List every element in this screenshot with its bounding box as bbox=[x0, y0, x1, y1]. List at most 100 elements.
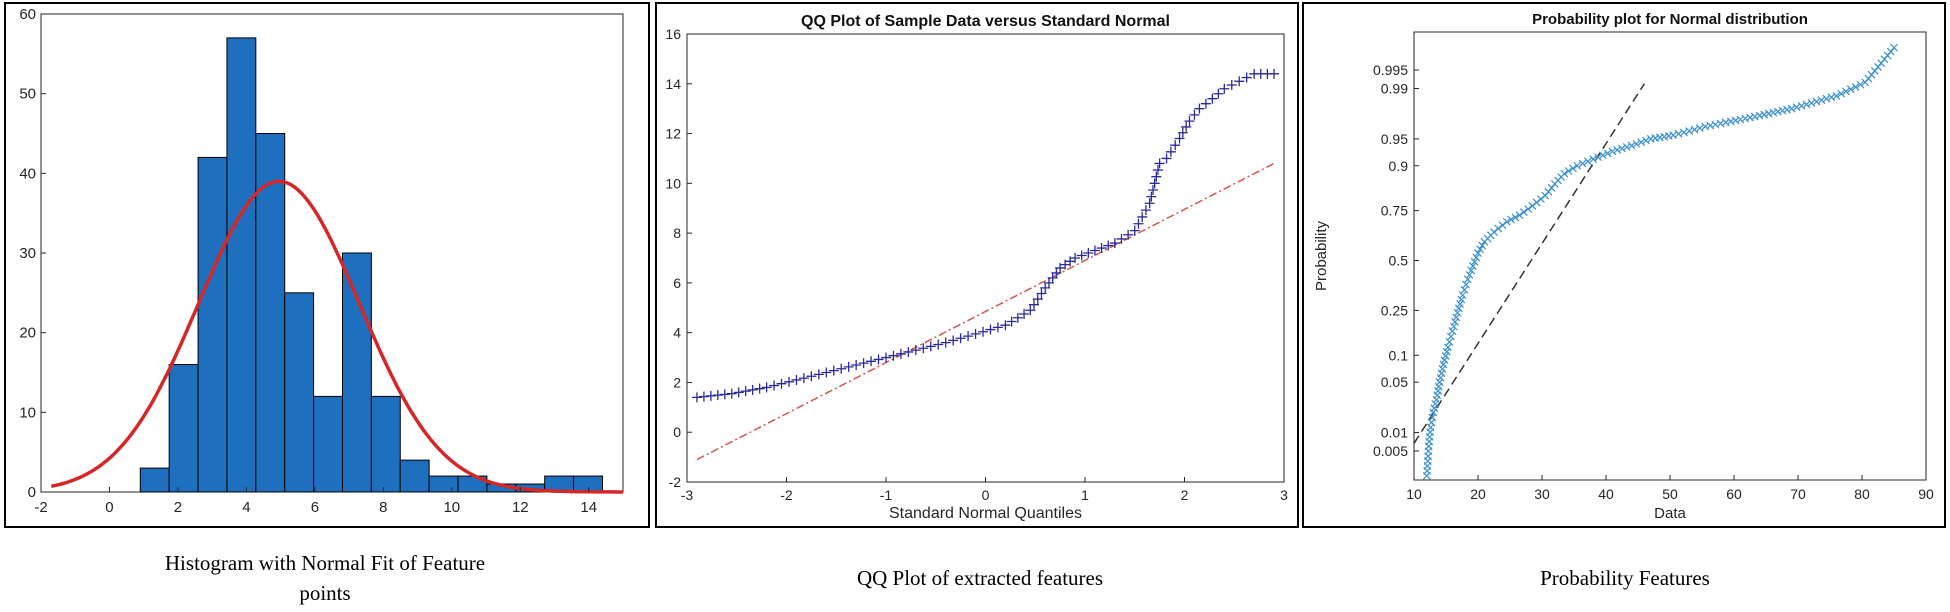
qq-point bbox=[747, 384, 758, 395]
qq-point bbox=[1165, 146, 1176, 157]
probability-point bbox=[1470, 257, 1479, 266]
qq-point bbox=[955, 333, 966, 344]
qq-plot-panel: QQ Plot of Sample Data versus Standard N… bbox=[655, 2, 1299, 528]
qq-point bbox=[798, 373, 809, 384]
x-axis-label: Data bbox=[1654, 505, 1686, 522]
qq-point bbox=[698, 391, 709, 402]
qq-point bbox=[1241, 72, 1252, 83]
histogram-bar bbox=[573, 475, 603, 493]
qq-point bbox=[1161, 153, 1172, 164]
probability-point bbox=[1637, 138, 1646, 147]
probability-point bbox=[1465, 270, 1474, 279]
probability-point bbox=[1822, 94, 1831, 103]
probability-point bbox=[1632, 139, 1641, 148]
y-tick-label: 0.25 bbox=[1381, 302, 1408, 318]
qq-point bbox=[691, 392, 702, 403]
probability-point bbox=[1519, 208, 1528, 217]
x-tick-label: 90 bbox=[1918, 486, 1934, 502]
x-tick-label: 2 bbox=[174, 499, 182, 516]
qq-point bbox=[925, 341, 936, 352]
probability-point bbox=[1564, 167, 1573, 175]
probability-point bbox=[1449, 322, 1458, 331]
qq-point bbox=[978, 326, 989, 337]
histogram-caption: Histogram with Normal Fit of Feature poi… bbox=[164, 551, 486, 605]
qq-point bbox=[813, 369, 824, 380]
qq-plot-caption: QQ Plot of extracted features bbox=[856, 566, 1104, 590]
qq-point bbox=[1116, 233, 1127, 244]
qq-point bbox=[851, 360, 862, 371]
qq-point bbox=[895, 348, 906, 359]
histogram-panel: -2 0 2 4 6 8 10 12 14 0 10 20 30 40 50 60 bbox=[4, 2, 650, 528]
y-tick-label: -2 bbox=[669, 474, 682, 490]
x-tick-label: 10 bbox=[1406, 486, 1422, 502]
qq-point bbox=[1006, 316, 1017, 327]
x-tick-label: 40 bbox=[1598, 486, 1614, 502]
qq-point bbox=[821, 367, 832, 378]
probability-point bbox=[1589, 155, 1598, 163]
qq-point bbox=[1207, 93, 1218, 104]
qq-point bbox=[776, 378, 787, 389]
probability-point bbox=[1783, 105, 1791, 114]
qq-point bbox=[705, 390, 716, 401]
x-axis-label: Standard Normal Quantiles bbox=[889, 505, 1082, 522]
y-tick-label: 50 bbox=[19, 86, 36, 103]
x-tick-label: 3 bbox=[1280, 487, 1288, 503]
probability-point bbox=[1846, 85, 1855, 94]
qq-point bbox=[726, 388, 737, 399]
probability-point bbox=[1764, 109, 1773, 118]
y-tick-label: 10 bbox=[19, 404, 36, 421]
y-tick-label: 8 bbox=[673, 225, 681, 241]
qq-point bbox=[1154, 158, 1165, 169]
x-tick-label: 8 bbox=[379, 499, 387, 516]
y-tick-label: 0.005 bbox=[1373, 443, 1408, 459]
qq-point bbox=[1144, 198, 1155, 209]
y-tick-label: 60 bbox=[19, 6, 36, 23]
y-tick-label: 14 bbox=[665, 76, 681, 92]
qq-point bbox=[1269, 68, 1280, 79]
qq-point bbox=[963, 331, 974, 342]
normal-fit-line bbox=[50, 179, 623, 494]
qq-point bbox=[1149, 178, 1160, 189]
probability-point bbox=[1463, 275, 1472, 284]
histogram-bar bbox=[197, 156, 228, 493]
reference-line bbox=[696, 162, 1275, 461]
qq-point bbox=[918, 343, 929, 354]
qq-point bbox=[843, 361, 854, 372]
x-tick-label: 20 bbox=[1470, 486, 1486, 502]
y-tick-label: 0 bbox=[28, 484, 36, 501]
probability-point bbox=[1583, 157, 1592, 166]
qq-point bbox=[1234, 76, 1245, 87]
x-tick-label: 6 bbox=[311, 499, 319, 516]
qq-point bbox=[1181, 121, 1192, 132]
probability-point bbox=[1802, 100, 1811, 109]
x-tick-label: -1 bbox=[880, 487, 893, 503]
probability-point bbox=[1453, 308, 1462, 317]
probability-point bbox=[1456, 300, 1465, 308]
x-tick-label: 60 bbox=[1726, 486, 1742, 502]
qq-point bbox=[712, 390, 723, 401]
qq-plot-chart: QQ Plot of Sample Data versus Standard N… bbox=[665, 13, 1288, 522]
probability-point bbox=[1787, 104, 1796, 113]
y-tick-label: 20 bbox=[19, 325, 36, 342]
y-tick-label: 12 bbox=[665, 126, 681, 142]
probability-point bbox=[1524, 205, 1533, 213]
qq-point bbox=[1140, 205, 1151, 216]
probability-point bbox=[1594, 153, 1602, 162]
histogram-bar bbox=[399, 459, 430, 493]
probability-point bbox=[1755, 111, 1764, 120]
probability-point bbox=[1507, 215, 1515, 224]
y-tick-label: 0.01 bbox=[1381, 425, 1408, 441]
y-tick-label: 0.5 bbox=[1389, 253, 1409, 269]
qq-point bbox=[1103, 240, 1114, 251]
histogram-bar bbox=[370, 395, 401, 493]
y-tick-label: 16 bbox=[665, 26, 681, 42]
x-tick-label: -2 bbox=[34, 499, 47, 516]
probability-caption: Probability Features bbox=[1540, 566, 1710, 590]
qq-point bbox=[1213, 88, 1224, 99]
probability-point bbox=[1856, 80, 1865, 89]
probability-point bbox=[1832, 91, 1841, 100]
histogram-bar bbox=[313, 395, 343, 493]
qq-point bbox=[1189, 109, 1200, 120]
x-tick-label: 12 bbox=[512, 499, 529, 516]
y-tick-label: 2 bbox=[673, 374, 681, 390]
